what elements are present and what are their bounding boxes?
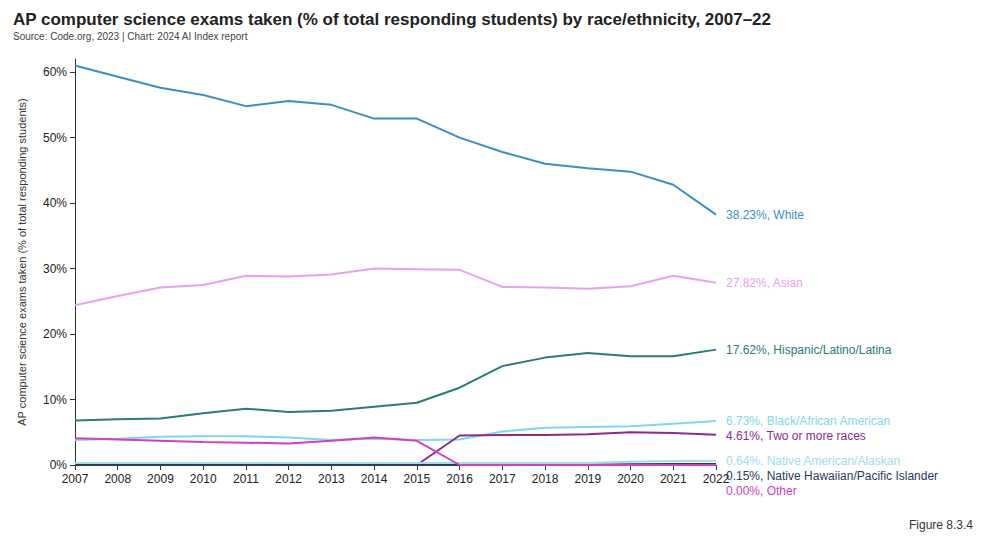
svg-text:AP computer science exams take: AP computer science exams taken (% of to…	[16, 98, 28, 426]
svg-text:AP computer science exams take: AP computer science exams taken (% of to…	[13, 10, 771, 29]
svg-text:17.62%, Hispanic/Latino/Latina: 17.62%, Hispanic/Latino/Latina	[726, 343, 892, 357]
svg-text:2014: 2014	[361, 472, 388, 486]
svg-text:4.61%, Two or more races: 4.61%, Two or more races	[726, 429, 866, 443]
svg-text:30%: 30%	[43, 262, 67, 276]
svg-text:2010: 2010	[190, 472, 217, 486]
svg-text:2019: 2019	[574, 472, 601, 486]
svg-text:Source: Code.org, 2023 | Chart: Source: Code.org, 2023 | Chart: 2024 AI …	[13, 31, 248, 42]
svg-text:0.00%, Other: 0.00%, Other	[726, 484, 797, 498]
svg-text:2016: 2016	[446, 472, 473, 486]
svg-text:6.73%, Black/African American: 6.73%, Black/African American	[726, 414, 890, 428]
svg-text:2013: 2013	[318, 472, 345, 486]
svg-text:2011: 2011	[233, 472, 259, 486]
svg-text:2007: 2007	[62, 472, 89, 486]
svg-text:2012: 2012	[275, 472, 302, 486]
svg-text:Figure 8.3.4: Figure 8.3.4	[909, 518, 973, 532]
svg-text:60%: 60%	[43, 65, 67, 79]
svg-text:40%: 40%	[43, 196, 67, 210]
svg-text:27.82%, Asian: 27.82%, Asian	[726, 276, 803, 290]
svg-text:2021: 2021	[660, 472, 687, 486]
svg-text:38.23%, White: 38.23%, White	[726, 208, 804, 222]
svg-text:0%: 0%	[50, 458, 68, 472]
svg-text:20%: 20%	[43, 327, 67, 341]
svg-text:10%: 10%	[43, 393, 67, 407]
svg-text:50%: 50%	[43, 131, 67, 145]
svg-text:2015: 2015	[404, 472, 431, 486]
svg-text:2022: 2022	[703, 472, 730, 486]
svg-text:0.64%, Native American/Alaskan: 0.64%, Native American/Alaskan	[726, 454, 900, 468]
svg-text:0.15%, Native Hawaiian/Pacific: 0.15%, Native Hawaiian/Pacific Islander	[726, 469, 938, 483]
svg-text:2018: 2018	[532, 472, 559, 486]
svg-text:2009: 2009	[147, 472, 174, 486]
svg-text:2008: 2008	[104, 472, 131, 486]
svg-text:2020: 2020	[617, 472, 644, 486]
svg-text:2017: 2017	[489, 472, 516, 486]
